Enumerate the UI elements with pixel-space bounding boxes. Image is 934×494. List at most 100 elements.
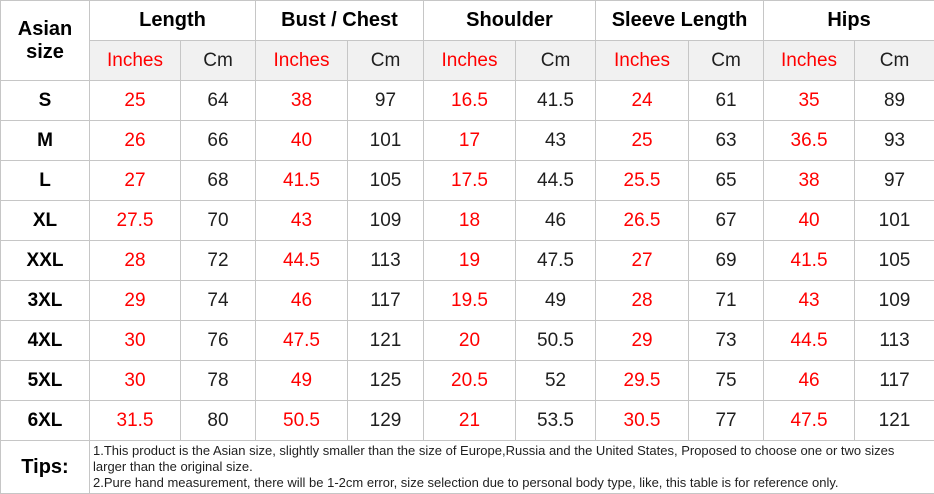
value-cm: 121 <box>348 321 424 361</box>
value-inches: 46 <box>764 361 855 401</box>
value-inches: 25 <box>90 81 181 121</box>
value-inches: 47.5 <box>256 321 348 361</box>
unit-header-row: Inches Cm Inches Cm Inches Cm Inches Cm … <box>1 41 934 81</box>
value-inches: 30 <box>90 321 181 361</box>
value-cm: 80 <box>181 401 256 441</box>
value-cm: 113 <box>855 321 934 361</box>
tips-notes: 1.This product is the Asian size, slight… <box>90 441 934 494</box>
value-inches: 25.5 <box>596 161 689 201</box>
size-label: L <box>1 161 90 201</box>
value-cm: 70 <box>181 201 256 241</box>
value-inches: 19.5 <box>424 281 516 321</box>
value-inches: 46 <box>256 281 348 321</box>
value-inches: 29 <box>90 281 181 321</box>
tips-row: Tips: 1.This product is the Asian size, … <box>1 441 934 494</box>
size-label: XL <box>1 201 90 241</box>
value-inches: 16.5 <box>424 81 516 121</box>
value-inches: 43 <box>764 281 855 321</box>
size-label: XXL <box>1 241 90 281</box>
value-inches: 28 <box>90 241 181 281</box>
value-cm: 69 <box>689 241 764 281</box>
value-cm: 117 <box>855 361 934 401</box>
value-inches: 18 <box>424 201 516 241</box>
value-cm: 67 <box>689 201 764 241</box>
value-inches: 30 <box>90 361 181 401</box>
value-cm: 97 <box>855 161 934 201</box>
value-inches: 26 <box>90 121 181 161</box>
group-header-bust-chest: Bust / Chest <box>256 1 424 41</box>
value-cm: 109 <box>348 201 424 241</box>
value-inches: 44.5 <box>764 321 855 361</box>
value-cm: 117 <box>348 281 424 321</box>
value-cm: 77 <box>689 401 764 441</box>
value-inches: 17.5 <box>424 161 516 201</box>
value-cm: 46 <box>516 201 596 241</box>
tips-note-2: 2.Pure hand measurement, there will be 1… <box>93 475 931 491</box>
value-inches: 19 <box>424 241 516 281</box>
size-label: M <box>1 121 90 161</box>
unit-header-cm: Cm <box>181 41 256 81</box>
value-cm: 101 <box>855 201 934 241</box>
unit-header-inches: Inches <box>90 41 181 81</box>
value-inches: 27.5 <box>90 201 181 241</box>
value-cm: 109 <box>855 281 934 321</box>
value-inches: 17 <box>424 121 516 161</box>
value-inches: 25 <box>596 121 689 161</box>
value-inches: 40 <box>256 121 348 161</box>
value-cm: 129 <box>348 401 424 441</box>
tips-label: Tips: <box>1 441 90 494</box>
unit-header-inches: Inches <box>424 41 516 81</box>
value-cm: 49 <box>516 281 596 321</box>
value-inches: 36.5 <box>764 121 855 161</box>
value-cm: 105 <box>348 161 424 201</box>
value-inches: 47.5 <box>764 401 855 441</box>
value-cm: 63 <box>689 121 764 161</box>
size-label: 5XL <box>1 361 90 401</box>
value-inches: 38 <box>256 81 348 121</box>
value-inches: 41.5 <box>256 161 348 201</box>
unit-header-cm: Cm <box>348 41 424 81</box>
value-cm: 97 <box>348 81 424 121</box>
value-inches: 50.5 <box>256 401 348 441</box>
value-cm: 43 <box>516 121 596 161</box>
value-inches: 41.5 <box>764 241 855 281</box>
value-inches: 27 <box>596 241 689 281</box>
value-cm: 76 <box>181 321 256 361</box>
value-inches: 20 <box>424 321 516 361</box>
tips-note-1: 1.This product is the Asian size, slight… <box>93 443 931 475</box>
value-cm: 78 <box>181 361 256 401</box>
group-header-length: Length <box>90 1 256 41</box>
value-cm: 47.5 <box>516 241 596 281</box>
value-inches: 43 <box>256 201 348 241</box>
value-cm: 74 <box>181 281 256 321</box>
value-cm: 71 <box>689 281 764 321</box>
value-cm: 75 <box>689 361 764 401</box>
value-cm: 68 <box>181 161 256 201</box>
value-cm: 64 <box>181 81 256 121</box>
unit-header-inches: Inches <box>764 41 855 81</box>
size-label: S <box>1 81 90 121</box>
value-cm: 89 <box>855 81 934 121</box>
value-inches: 35 <box>764 81 855 121</box>
size-label: 4XL <box>1 321 90 361</box>
value-inches: 27 <box>90 161 181 201</box>
group-header-shoulder: Shoulder <box>424 1 596 41</box>
value-cm: 66 <box>181 121 256 161</box>
value-inches: 26.5 <box>596 201 689 241</box>
value-inches: 20.5 <box>424 361 516 401</box>
group-header-row: Asian size Length Bust / Chest Shoulder … <box>1 1 934 41</box>
unit-header-cm: Cm <box>689 41 764 81</box>
unit-header-inches: Inches <box>256 41 348 81</box>
row-label-header: Asian size <box>1 1 90 81</box>
value-inches: 40 <box>764 201 855 241</box>
value-inches: 31.5 <box>90 401 181 441</box>
value-cm: 41.5 <box>516 81 596 121</box>
value-cm: 44.5 <box>516 161 596 201</box>
